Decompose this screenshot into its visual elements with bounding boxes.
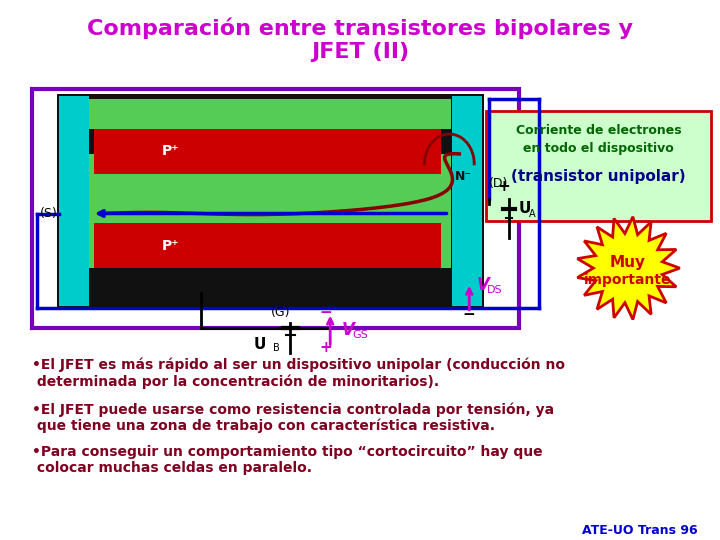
Text: en todo el dispositivo: en todo el dispositivo [523, 142, 674, 155]
Text: importante: importante [585, 273, 672, 287]
FancyBboxPatch shape [32, 90, 519, 328]
Text: B: B [273, 342, 279, 353]
Text: (D): (D) [489, 177, 508, 190]
FancyBboxPatch shape [486, 111, 711, 221]
Text: (G): (G) [271, 306, 290, 319]
Text: N⁻: N⁻ [455, 170, 472, 183]
Text: P⁺: P⁺ [161, 239, 179, 253]
Text: −: − [463, 307, 476, 322]
Text: U: U [253, 337, 266, 352]
Text: V: V [342, 321, 355, 339]
Text: P⁺: P⁺ [161, 144, 179, 158]
Text: A: A [528, 208, 536, 219]
Text: •Para conseguir un comportamiento tipo “cortocircuito” hay que
 colocar muchas c: •Para conseguir un comportamiento tipo “… [32, 445, 543, 475]
Text: (S): (S) [40, 207, 58, 220]
Text: Corriente de electrones: Corriente de electrones [516, 124, 681, 137]
Text: •El JFET puede usarse como resistencia controlada por tensión, ya
 que tiene una: •El JFET puede usarse como resistencia c… [32, 402, 554, 434]
Text: +: + [497, 179, 510, 194]
Text: Muy: Muy [610, 255, 646, 269]
Text: ATE-UO Trans 96: ATE-UO Trans 96 [582, 524, 698, 537]
FancyBboxPatch shape [94, 129, 441, 174]
Text: (transistor unipolar): (transistor unipolar) [511, 169, 685, 184]
FancyBboxPatch shape [94, 224, 441, 268]
Text: −: − [320, 305, 333, 320]
Text: U: U [519, 201, 531, 216]
Text: Comparación entre transistores bipolares y: Comparación entre transistores bipolares… [87, 18, 633, 39]
Text: •El JFET es más rápido al ser un dispositivo unipolar (conducción no
 determinad: •El JFET es más rápido al ser un disposi… [32, 357, 565, 389]
FancyBboxPatch shape [59, 96, 89, 306]
Text: +: + [320, 340, 333, 355]
Text: GS: GS [352, 329, 368, 340]
FancyBboxPatch shape [89, 129, 451, 154]
FancyBboxPatch shape [89, 268, 451, 293]
FancyBboxPatch shape [89, 99, 451, 293]
Text: JFET (II): JFET (II) [311, 42, 409, 62]
Polygon shape [577, 217, 680, 320]
FancyBboxPatch shape [57, 94, 484, 308]
Text: V: V [477, 276, 490, 294]
FancyBboxPatch shape [452, 96, 482, 306]
Text: DS: DS [487, 285, 503, 295]
